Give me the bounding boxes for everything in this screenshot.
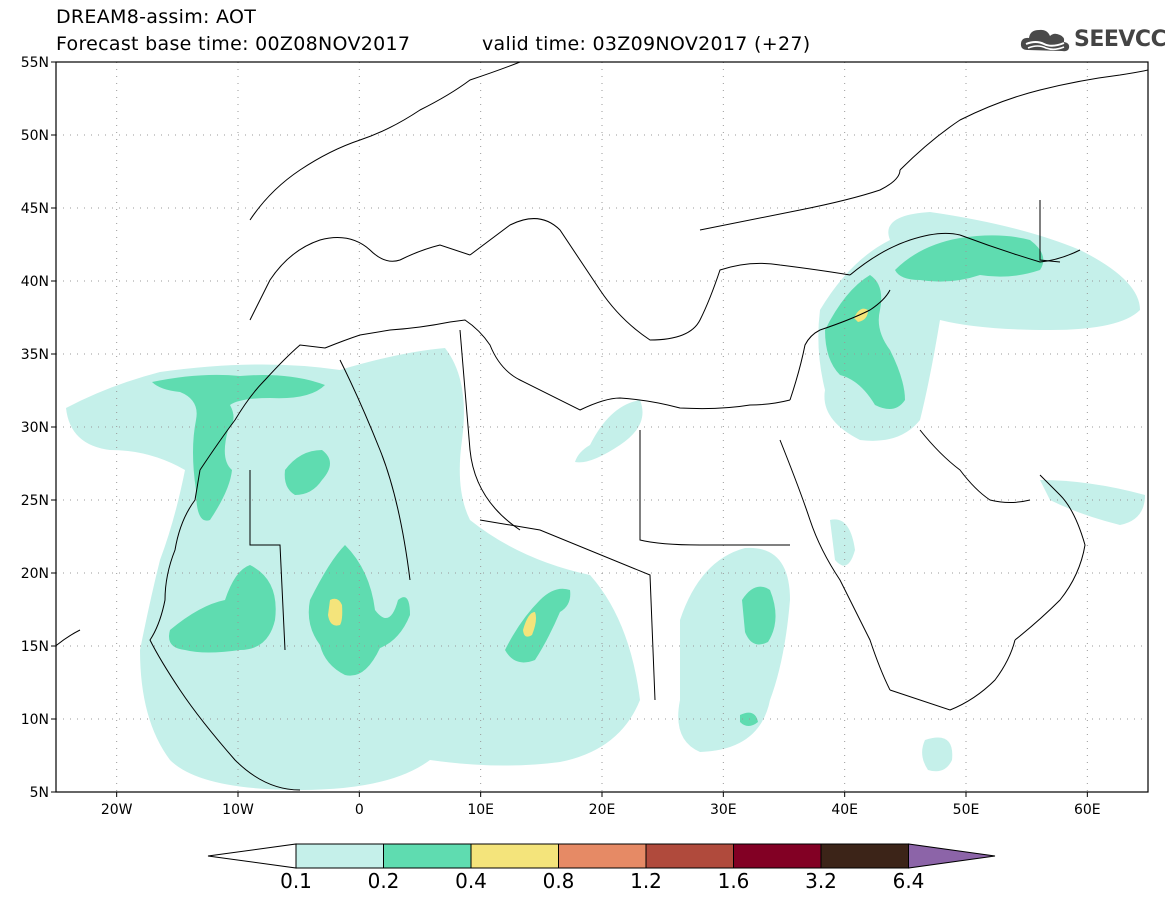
colorbar-label: 1.6 — [718, 869, 750, 893]
colorbar-label: 0.1 — [280, 869, 312, 893]
seevccc-logo: SEEVCCC — [1018, 24, 1165, 58]
lon-label: 60E — [1074, 802, 1101, 818]
colorbar-label: 6.4 — [893, 869, 925, 893]
colorbar-swatch — [820, 843, 909, 869]
lon-label: 10W — [222, 802, 254, 818]
lon-label: 20W — [101, 802, 133, 818]
lon-label: 20E — [589, 802, 616, 818]
forecast-times: Forecast base time: 00Z08NOV2017 valid ti… — [56, 33, 810, 55]
lat-label: 5N — [30, 785, 49, 801]
colorbar-swatch — [733, 843, 822, 869]
colorbar-swatch — [295, 843, 384, 869]
lat-label: 55N — [21, 55, 49, 71]
lon-label: 40E — [831, 802, 858, 818]
latitude-axis: 55N 50N 45N 40N 35N 30N 25N 20N 15N 10N 5N — [21, 55, 56, 801]
map-title: DREAM8-assim: AOT — [56, 6, 257, 28]
lat-label: 30N — [21, 420, 49, 436]
base-time: Forecast base time: 00Z08NOV2017 — [56, 33, 411, 55]
logo-text: SEEVCCC — [1074, 27, 1165, 52]
lat-label: 40N — [21, 274, 49, 290]
lon-label: 0 — [355, 802, 364, 818]
colorbar-swatch — [645, 843, 734, 869]
colorbar-label: 3.2 — [805, 869, 837, 893]
colorbar-swatch — [383, 843, 472, 869]
lat-label: 50N — [21, 128, 49, 144]
longitude-axis: 20W 10W 0 10E 20E 30E 40E 50E 60E — [101, 792, 1101, 818]
lat-label: 45N — [21, 201, 49, 217]
colorbar-label: 1.2 — [630, 869, 662, 893]
colorbar-over-arrow — [908, 843, 996, 869]
lon-label: 50E — [953, 802, 980, 818]
aot-band-0.4-0.8 — [328, 308, 868, 637]
coastlines — [56, 62, 1148, 791]
lat-label: 25N — [21, 493, 49, 509]
colorbar-label: 0.8 — [543, 869, 575, 893]
lat-label: 10N — [21, 712, 49, 728]
colorbar-label: 0.4 — [455, 869, 487, 893]
cloud-logo-icon — [1020, 29, 1070, 52]
colorbar-under-arrow — [207, 843, 297, 869]
valid-time: valid time: 03Z09NOV2017 (+27) — [482, 33, 811, 55]
aot-band-0.2-0.4 — [152, 235, 1044, 726]
lat-label: 15N — [21, 639, 49, 655]
colorbar: 0.1 0.2 0.4 0.8 1.2 1.6 3.2 6.4 — [207, 843, 996, 893]
lon-label: 10E — [467, 802, 494, 818]
colorbar-swatch — [558, 843, 647, 869]
lon-label: 30E — [710, 802, 737, 818]
lat-label: 35N — [21, 347, 49, 363]
lat-label: 20N — [21, 566, 49, 582]
colorbar-swatch — [470, 843, 559, 869]
colorbar-label: 0.2 — [368, 869, 400, 893]
graticule — [56, 62, 1148, 792]
